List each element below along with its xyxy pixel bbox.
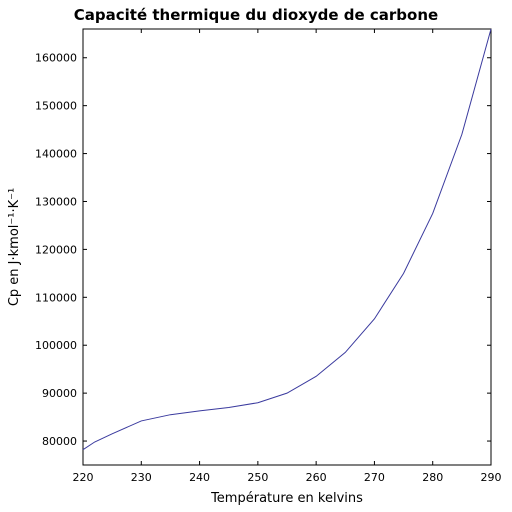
y-tick-label: 120000 (35, 243, 77, 256)
x-tick-label: 220 (73, 471, 94, 484)
x-tick-label: 290 (481, 471, 502, 484)
y-tick-label: 110000 (35, 291, 77, 304)
x-tick-label: 280 (422, 471, 443, 484)
y-tick-label: 80000 (42, 435, 77, 448)
x-tick-label: 240 (189, 471, 210, 484)
y-tick-label: 150000 (35, 100, 77, 113)
plot-frame (82, 28, 492, 466)
y-axis-label: Cp en J·kmol⁻¹·K⁻¹ (7, 188, 22, 306)
y-tick-label: 130000 (35, 195, 77, 208)
y-tick-label: 160000 (35, 52, 77, 65)
chart-title: Capacité thermique du dioxyde de carbone (74, 6, 438, 24)
y-tick-label: 90000 (42, 387, 77, 400)
x-tick-label: 250 (247, 471, 268, 484)
x-tick-label: 270 (364, 471, 385, 484)
x-axis-label: Température en kelvins (210, 491, 363, 506)
x-tick-label: 230 (131, 471, 152, 484)
data-line (82, 28, 492, 451)
x-tick-label: 260 (306, 471, 327, 484)
y-tick-label: 100000 (35, 339, 77, 352)
y-tick-label: 140000 (35, 148, 77, 161)
